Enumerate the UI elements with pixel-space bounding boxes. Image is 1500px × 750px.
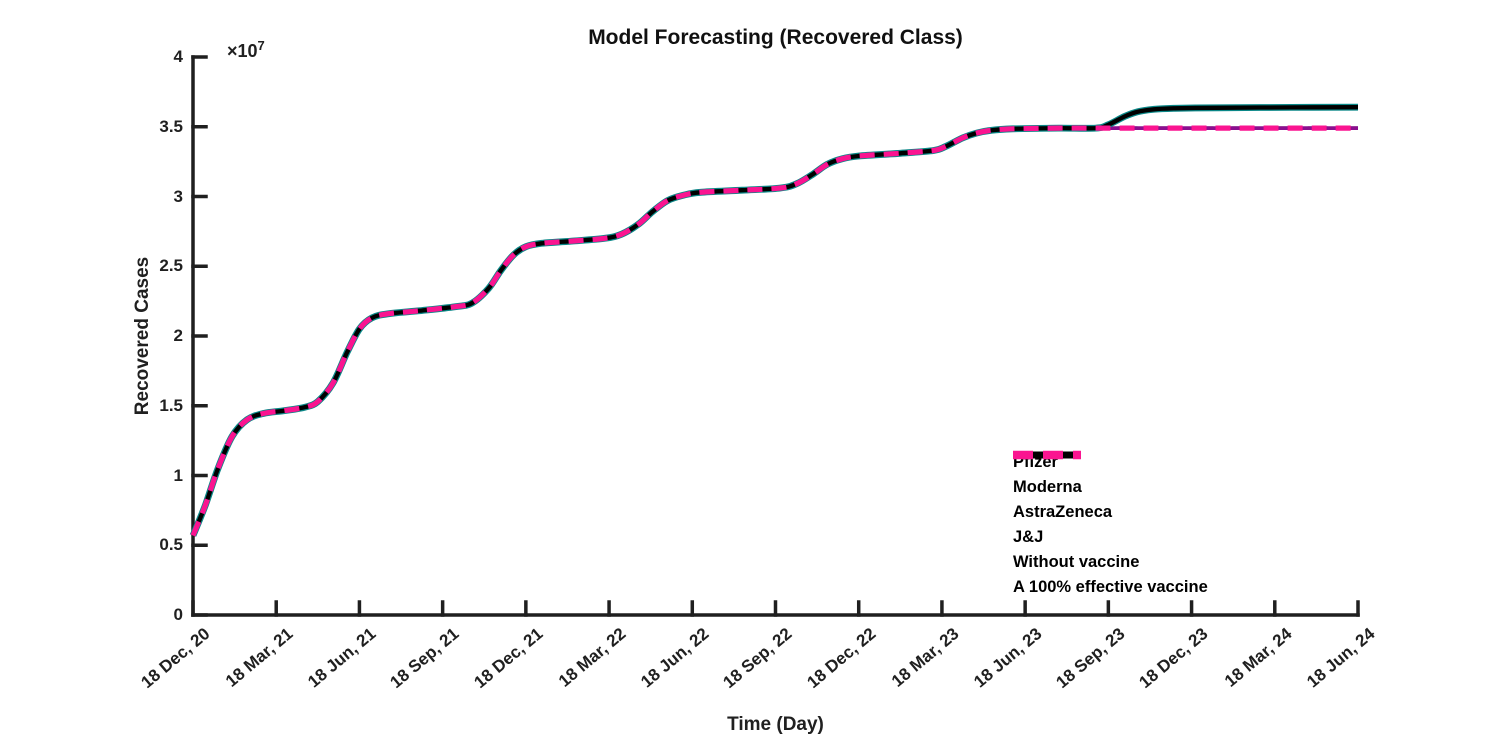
legend-item: AstraZeneca: [1013, 451, 1208, 525]
y-tick-label: 3.5: [159, 116, 183, 136]
legend-label: A 100% effective vaccine: [1013, 578, 1208, 596]
chart-title: Model Forecasting (Recovered Class): [588, 26, 963, 49]
y-tick-label: 1.5: [159, 395, 183, 415]
legend-line-swatch: [1013, 450, 1081, 460]
y-tick-label: 3: [173, 186, 183, 206]
legend-label: J&J: [1013, 528, 1044, 546]
legend-item: A 100% effective vaccine: [1013, 450, 1208, 600]
x-axis-label: Time (Day): [727, 714, 824, 735]
y-tick-label: 2.5: [159, 256, 183, 276]
legend-label: AstraZeneca: [1013, 503, 1113, 521]
legend: Pfizer Moderna AstraZeneca J&J Without vacci…: [1013, 450, 1208, 600]
legend-label: Moderna: [1013, 478, 1082, 496]
y-axis-multiplier: ×107: [227, 38, 265, 62]
y-tick-label: 2: [173, 326, 183, 345]
legend-item: J&J: [1013, 451, 1208, 550]
y-tick-label: 0.5: [159, 535, 183, 555]
multiplier-exponent: 7: [257, 38, 265, 53]
y-tick-label: 1: [173, 465, 183, 485]
legend-label: Without vaccine: [1013, 553, 1140, 571]
multiplier-base: ×10: [227, 41, 258, 61]
y-tick-label: 0: [173, 605, 183, 624]
legend-item: Without vaccine: [1013, 451, 1208, 575]
legend-item: Moderna: [1013, 451, 1208, 500]
y-tick-label: 4: [173, 47, 183, 66]
series-line-a-100-effective-vaccine: [190, 125, 1358, 537]
